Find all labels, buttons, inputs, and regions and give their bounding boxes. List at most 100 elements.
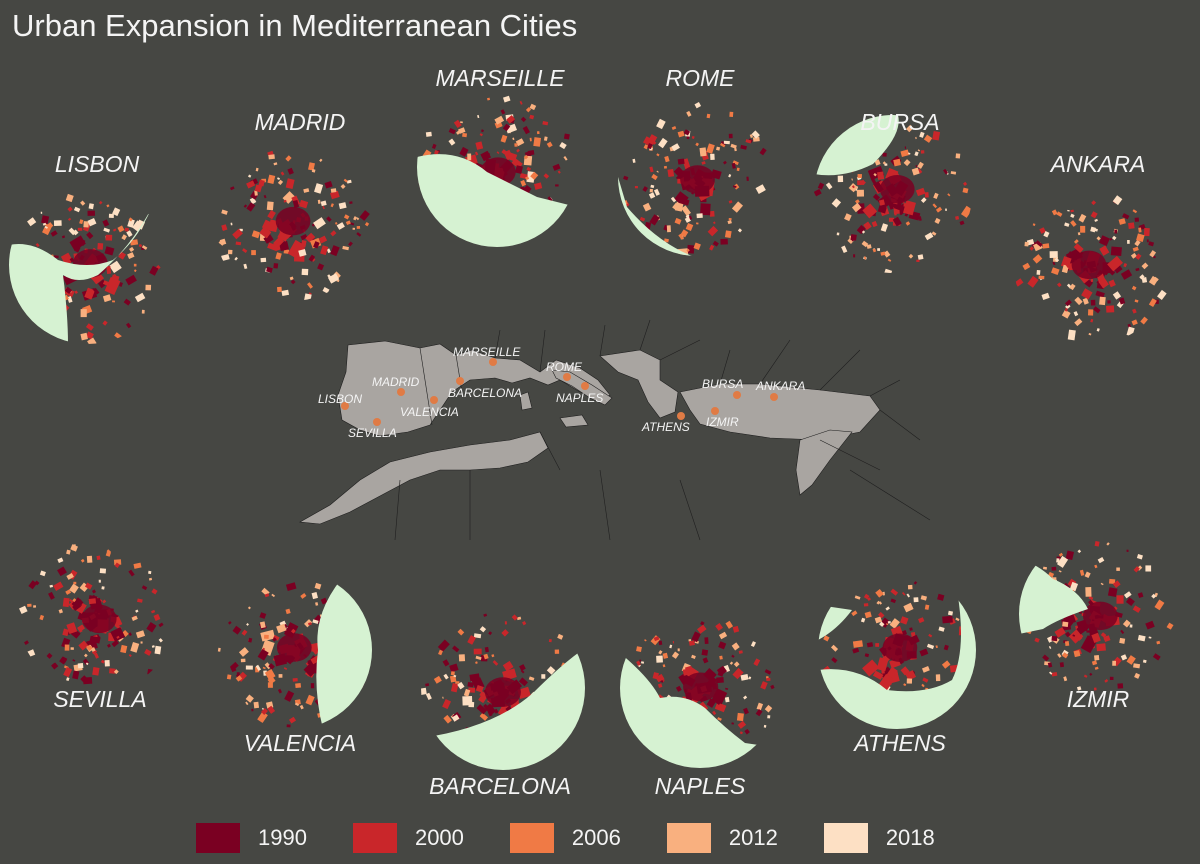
urban-patch (259, 612, 267, 619)
urban-patch (1155, 299, 1159, 304)
urban-patch (479, 626, 487, 633)
urban-patch (1094, 218, 1098, 222)
urban-patch (66, 549, 71, 555)
urban-patch (324, 181, 333, 189)
urban-patch (262, 666, 266, 670)
city-map-rome[interactable] (618, 98, 767, 256)
urban-patch (278, 674, 283, 678)
city-point-marseille[interactable] (489, 358, 497, 366)
urban-patch (330, 245, 340, 257)
urban-patch (663, 238, 669, 243)
city-map-ankara[interactable] (1014, 195, 1167, 341)
urban-patch (866, 244, 872, 249)
urban-patch (254, 190, 258, 196)
urban-patch (844, 213, 852, 222)
urban-patch (1091, 200, 1097, 206)
urban-patch (525, 176, 530, 181)
urban-patch (935, 645, 938, 649)
city-map-marseille[interactable] (415, 95, 577, 247)
city-point-naples[interactable] (581, 382, 589, 390)
urban-patch (883, 250, 891, 258)
city-map-bursa[interactable] (814, 115, 973, 280)
urban-patch (229, 186, 235, 191)
urban-patch (1051, 566, 1057, 571)
urban-patch (1114, 229, 1118, 234)
urban-patch (147, 668, 153, 675)
urban-patch (273, 263, 279, 269)
city-point-valencia[interactable] (430, 396, 438, 404)
urban-patch (882, 268, 893, 273)
urban-patch (84, 287, 95, 300)
city-map-valencia[interactable] (217, 571, 372, 729)
urban-patch (873, 173, 877, 177)
urban-patch (67, 296, 73, 303)
urban-patch (257, 648, 269, 661)
urban-patch (271, 593, 276, 598)
urban-patch (443, 673, 449, 680)
legend-label: 2012 (728, 825, 778, 850)
urban-patch (148, 570, 152, 575)
urban-patch (1141, 262, 1149, 270)
urban-patch (258, 179, 265, 187)
urban-patch (1067, 329, 1076, 341)
city-map-athens[interactable] (818, 571, 976, 729)
urban-patch (127, 218, 135, 228)
city-point-izmir[interactable] (711, 407, 719, 415)
urban-patch (728, 133, 733, 139)
urban-patch (49, 584, 54, 588)
city-point-bursa[interactable] (733, 391, 741, 399)
urban-patch (104, 660, 110, 667)
urban-patch (425, 131, 432, 137)
city-map-izmir[interactable] (1019, 541, 1174, 691)
urban-patch (1074, 296, 1083, 306)
urban-patch (907, 152, 911, 155)
urban-patch (217, 647, 221, 652)
overview-label-bursa: BURSA (702, 377, 743, 391)
urban-patch (863, 603, 869, 607)
urban-patch (1051, 672, 1058, 677)
city-point-ankara[interactable] (770, 393, 778, 401)
city-map-lisbon[interactable] (9, 193, 161, 347)
city-point-sevilla[interactable] (373, 418, 381, 426)
urban-patch (108, 213, 114, 218)
urban-patch (691, 631, 701, 643)
urban-patch (494, 115, 505, 125)
city-point-lisbon[interactable] (341, 402, 349, 410)
mediterranean-overview-map[interactable]: MARSEILLE ROME MADRID BARCELONA LISBON VALENC… (299, 319, 931, 541)
city-map-madrid[interactable] (218, 150, 370, 303)
city-point-madrid[interactable] (397, 388, 405, 396)
urban-patch (522, 125, 530, 135)
urban-patch (512, 137, 515, 141)
urban-patch (653, 188, 660, 196)
urban-patch (259, 226, 272, 239)
urban-patch (1074, 318, 1083, 327)
urban-patch (523, 154, 529, 160)
legend-swatch (509, 823, 554, 853)
city-point-athens[interactable] (677, 412, 685, 420)
urban-patch (449, 675, 457, 683)
urban-patch (931, 231, 937, 236)
urban-patch (275, 252, 282, 260)
urban-patch (557, 633, 564, 640)
city-point-barcelona[interactable] (456, 377, 464, 385)
city-point-rome[interactable] (563, 373, 571, 381)
urban-patch (246, 623, 249, 626)
urban-patch (502, 123, 511, 132)
urban-patch (96, 635, 101, 640)
urban-patch (106, 266, 112, 274)
urban-patch (862, 203, 878, 219)
urban-patch (280, 171, 285, 176)
city-map-sevilla[interactable] (19, 544, 164, 685)
urban-patch (67, 217, 72, 221)
urban-patch (263, 194, 267, 199)
urban-patch (922, 677, 929, 683)
urban-patch (731, 162, 736, 169)
urban-patch (349, 222, 355, 226)
urban-patch (731, 654, 735, 658)
city-map-naples[interactable] (620, 620, 780, 768)
city-map-barcelona[interactable] (419, 613, 585, 771)
urban-patch (320, 200, 327, 207)
urban-patch (102, 219, 110, 227)
urban-patch (326, 216, 332, 222)
